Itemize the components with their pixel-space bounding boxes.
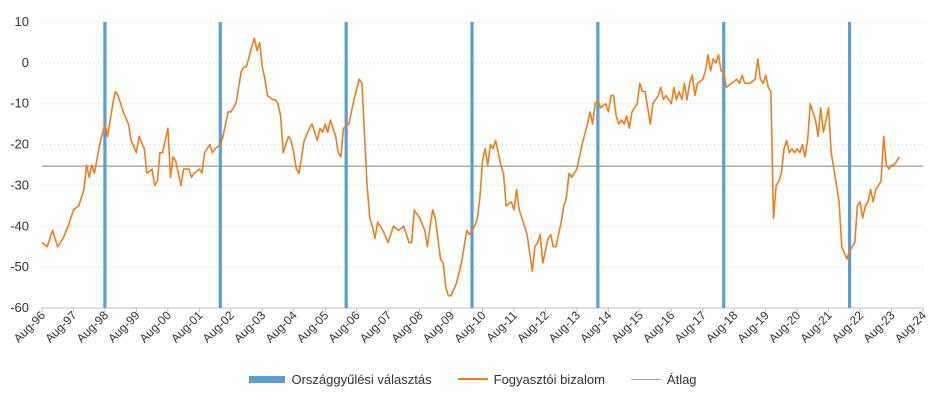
chart-plot-area: 100-10-20-30-40-50-60Aug-96Aug-97Aug-98A… (10, 14, 929, 345)
x-tick-label: Aug-18 (703, 308, 740, 345)
x-tick-label: Aug-01 (168, 308, 205, 345)
x-tick-label: Aug-08 (388, 308, 425, 345)
x-tick-label: Aug-11 (483, 308, 520, 345)
legend-label-confidence: Fogyasztói bizalom (493, 371, 605, 387)
x-tick-label: Aug-17 (672, 308, 709, 345)
legend-item-average: Átlag (630, 371, 697, 387)
x-tick-label: Aug-07 (357, 308, 394, 345)
x-tick-label: Aug-97 (42, 308, 79, 345)
x-tick-label: Aug-03 (231, 308, 268, 345)
y-tick-label: -20 (10, 137, 29, 152)
legend-swatch-elections (249, 375, 286, 383)
y-tick-label: -40 (10, 218, 29, 233)
y-tick-label: -10 (10, 96, 29, 111)
x-tick-label: Aug-99 (105, 308, 142, 345)
y-tick-label: 10 (15, 14, 29, 29)
x-tick-label: Aug-04 (263, 308, 300, 345)
x-tick-label: Aug-00 (137, 308, 174, 345)
x-tick-label: Aug-98 (74, 308, 111, 345)
x-tick-label: Aug-14 (577, 308, 614, 345)
x-tick-label: Aug-05 (294, 308, 331, 345)
x-tick-label: Aug-09 (420, 308, 457, 345)
x-tick-label: Aug-02 (200, 308, 237, 345)
x-tick-label: Aug-12 (514, 308, 551, 345)
legend-item-confidence: Fogyasztói bizalom (457, 371, 605, 387)
x-tick-label: Aug-20 (766, 308, 803, 345)
x-tick-label: Aug-22 (829, 308, 866, 345)
x-tick-label: Aug-19 (735, 308, 772, 345)
x-tick-label: Aug-06 (325, 308, 362, 345)
x-tick-label: Aug-23 (860, 308, 897, 345)
x-tick-label: Aug-13 (546, 308, 583, 345)
legend: Országgyűlési választás Fogyasztói bizal… (0, 368, 946, 390)
legend-item-elections: Országgyűlési választás (249, 371, 432, 387)
legend-swatch-confidence (457, 378, 488, 380)
y-tick-label: -50 (10, 259, 29, 274)
x-tick-label: Aug-15 (609, 308, 646, 345)
confidence-line (41, 37, 901, 297)
x-tick-label: Aug-21 (797, 308, 834, 345)
x-tick-label: Aug-24 (892, 308, 929, 345)
legend-swatch-average (630, 378, 661, 380)
y-tick-label: 0 (22, 55, 29, 70)
y-tick-label: -60 (10, 300, 29, 315)
legend-label-elections: Országgyűlési választás (291, 371, 432, 387)
x-tick-label: Aug-16 (640, 308, 677, 345)
y-tick-label: -30 (10, 177, 29, 192)
x-tick-label: Aug-10 (451, 308, 488, 345)
legend-label-average: Átlag (666, 371, 697, 387)
